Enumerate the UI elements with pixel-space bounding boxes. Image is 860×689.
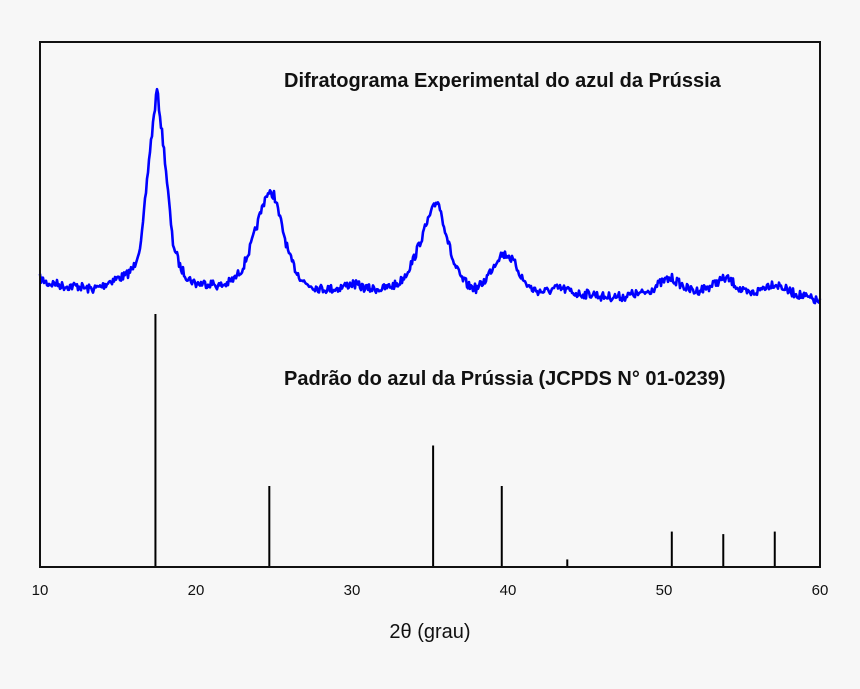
experimental-diffractogram-line [38, 87, 822, 305]
x-tick-label: 40 [500, 582, 517, 599]
x-tick-label: 50 [656, 582, 673, 599]
x-tick-label: 10 [32, 582, 49, 599]
plot-frame [39, 41, 821, 568]
x-tick-label: 30 [344, 582, 361, 599]
x-tick-label: 20 [188, 582, 205, 599]
x-tick-label: 60 [812, 582, 829, 599]
experimental-annotation: Difratograma Experimental do azul da Prú… [284, 70, 722, 92]
reference-annotation: Padrão do azul da Prússia (JCPDS N° 01-0… [284, 368, 725, 390]
x-axis-label: 2θ (grau) [389, 621, 470, 643]
